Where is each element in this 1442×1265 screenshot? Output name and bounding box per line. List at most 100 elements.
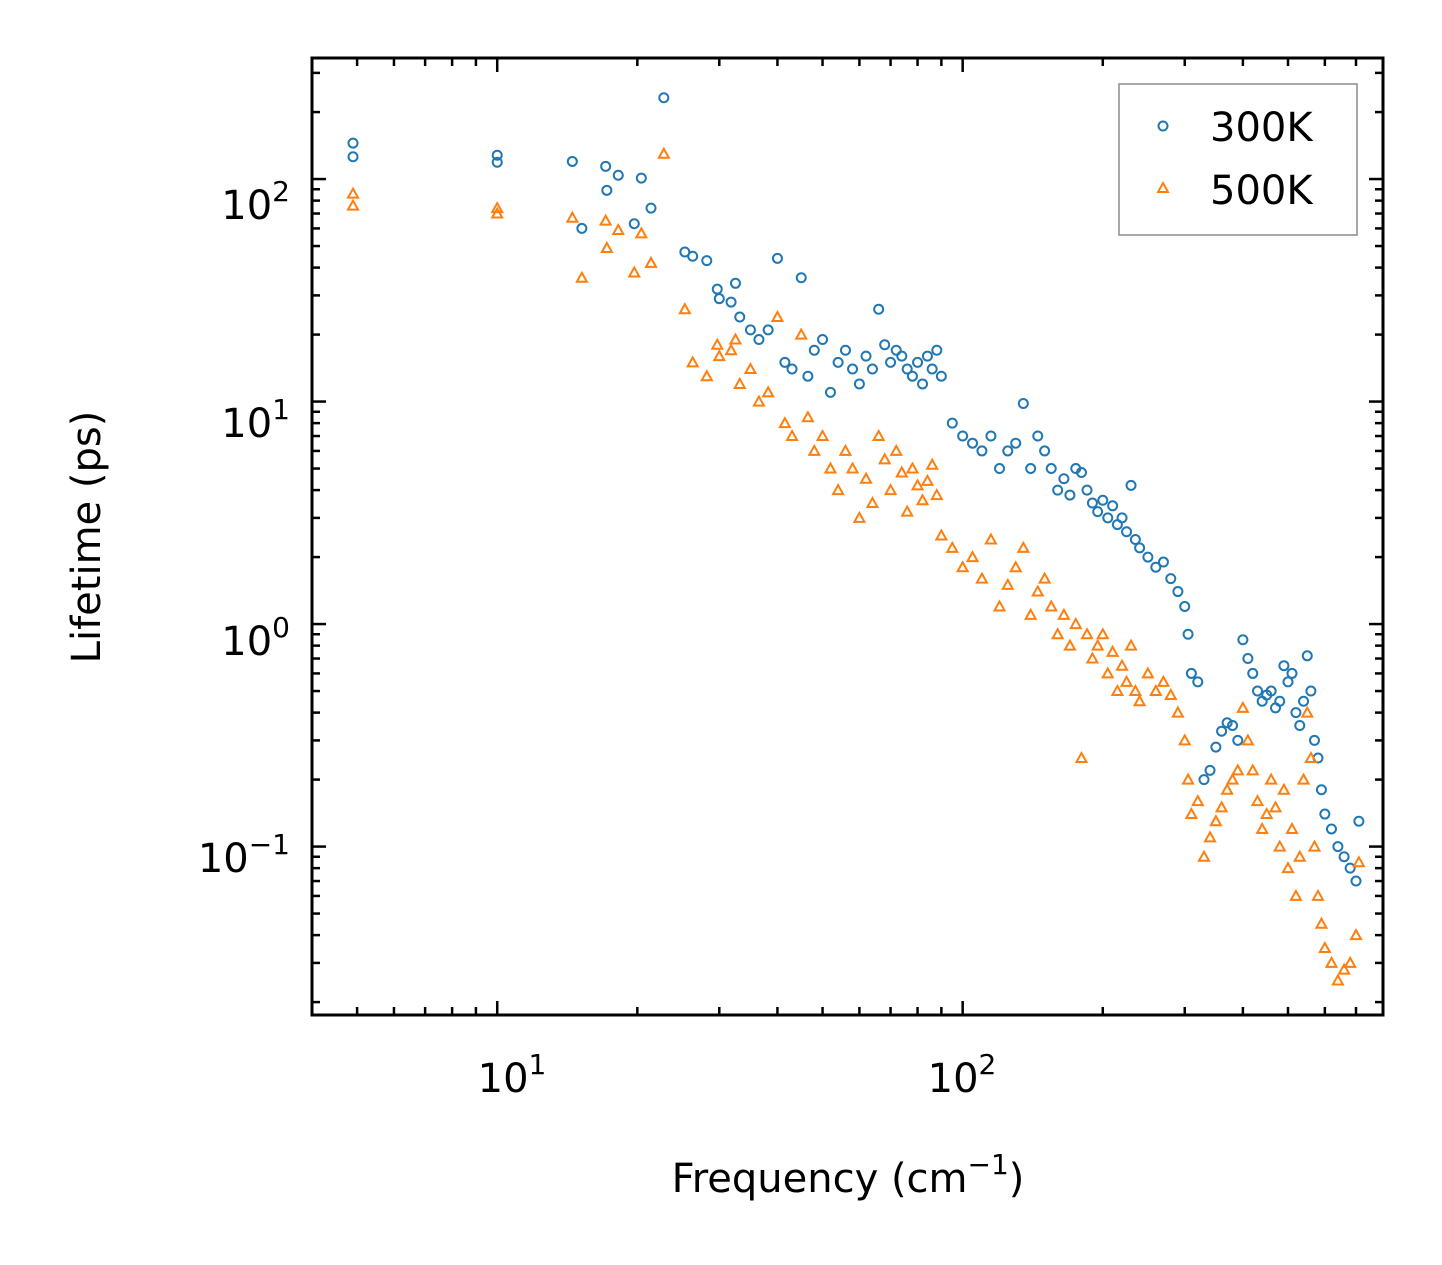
data-point-300k: [1017, 398, 1029, 410]
data-point-300k: [795, 272, 807, 284]
data-point-300k: [771, 252, 783, 264]
data-point-300k: [1298, 695, 1310, 707]
data-point-500k: [1057, 607, 1071, 620]
data-point-500k: [634, 226, 649, 239]
data-point-500k: [794, 327, 808, 340]
data-point-500k: [1001, 577, 1015, 590]
data-point-500k: [778, 416, 792, 429]
data-point-500k: [1246, 763, 1260, 776]
y-axis-label: Lifetime (ps): [64, 411, 110, 664]
data-point-500k: [1184, 806, 1199, 820]
data-point-300k: [729, 277, 741, 289]
data-point-500k: [1293, 849, 1307, 862]
data-point-500k: [1203, 830, 1217, 843]
data-point-300k: [762, 324, 774, 336]
data-point-500k: [1090, 638, 1105, 651]
data-point-500k: [1085, 651, 1100, 664]
data-point-300k: [1242, 653, 1254, 665]
data-point-500k: [743, 361, 758, 375]
data-point-500k: [1023, 607, 1038, 620]
data-point-300k: [967, 437, 979, 449]
data-point-500k: [1063, 638, 1077, 651]
data-point-300k: [1102, 512, 1114, 524]
data-point-500k: [733, 376, 747, 389]
data-point-500k: [1352, 855, 1366, 868]
data-point-500k: [685, 355, 700, 368]
data-point-500k: [838, 443, 853, 456]
legend-marker-500k: [1156, 180, 1170, 193]
data-point-500k: [1119, 674, 1134, 687]
data-point-300k: [1274, 695, 1286, 707]
data-point-300k: [1350, 875, 1362, 887]
data-point-500k: [1069, 617, 1083, 630]
data-point-300k: [1247, 667, 1259, 679]
data-point-500k: [598, 213, 613, 226]
data-point-300k: [711, 283, 723, 295]
data-point-500k: [905, 461, 920, 474]
data-point-300k: [1039, 445, 1051, 457]
data-point-500k: [910, 478, 925, 491]
data-point-300k: [802, 370, 814, 382]
data-point-300k: [1064, 489, 1076, 501]
data-point-300k: [1252, 685, 1264, 697]
data-point-300k: [1338, 851, 1350, 863]
data-point-300k: [1002, 445, 1014, 457]
data-point-300k: [817, 334, 829, 346]
data-point-300k: [1172, 586, 1184, 598]
data-point-500k: [1296, 772, 1311, 785]
data-point-300k: [931, 344, 943, 356]
data-point-300k: [491, 156, 503, 168]
data-point-300k: [1237, 634, 1249, 646]
data-point-300k: [576, 222, 588, 234]
data-point-500k: [1277, 782, 1291, 795]
data-point-500k: [889, 443, 903, 456]
data-point-500k: [920, 473, 935, 486]
data-point-500k: [490, 201, 504, 214]
data-point-300k: [1086, 497, 1098, 509]
data-point-500k: [878, 452, 892, 465]
data-point-300k: [744, 324, 756, 336]
data-point-500k: [712, 349, 726, 362]
data-point-500k: [871, 428, 886, 442]
data-point-500k: [930, 488, 944, 501]
data-point-300k: [347, 151, 359, 163]
data-point-300k: [1204, 764, 1216, 776]
data-point-300k: [1107, 500, 1119, 512]
data-point-500k: [865, 495, 880, 509]
data-point-500k: [1343, 955, 1357, 968]
data-point-300k: [957, 430, 969, 442]
x-tick-label-100: 102: [928, 1048, 997, 1102]
data-point-300k: [985, 430, 997, 442]
data-point-300k: [1129, 533, 1141, 545]
data-point-300k: [1032, 430, 1044, 442]
data-point-500k: [1281, 861, 1295, 874]
data-point-500k: [1231, 763, 1245, 776]
data-point-500k: [1124, 638, 1138, 651]
data-point-500k: [1311, 888, 1325, 901]
data-point-500k: [1074, 750, 1089, 764]
data-point-500k: [728, 332, 743, 345]
data-point-300k: [713, 293, 725, 305]
data-point-300k: [1278, 660, 1290, 672]
data-point-500k: [1016, 540, 1031, 553]
data-point-500k: [1307, 839, 1322, 852]
data-point-300k: [1150, 561, 1162, 573]
data-point-500k: [1164, 687, 1178, 700]
data-point-500k: [657, 146, 671, 159]
data-point-300k: [935, 370, 947, 382]
data-point-500k: [1349, 928, 1363, 941]
data-point-300k: [885, 356, 897, 368]
data-point-300k: [1045, 463, 1057, 475]
data-point-500k: [934, 528, 949, 541]
data-point-300k: [1097, 494, 1109, 506]
data-point-500k: [1324, 955, 1339, 968]
data-point-300k: [1216, 725, 1228, 737]
y-tick-label-1: 100: [221, 611, 290, 665]
data-point-300k: [645, 202, 657, 214]
data-point-300k: [1353, 815, 1365, 827]
data-point-500k: [1285, 821, 1299, 834]
data-point-300k: [347, 137, 359, 149]
data-point-300k: [1305, 685, 1317, 697]
data-point-300k: [779, 356, 791, 368]
